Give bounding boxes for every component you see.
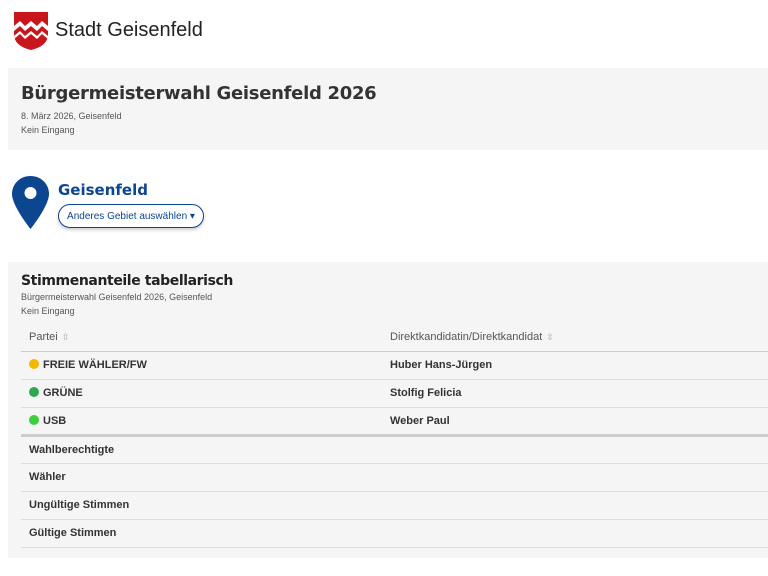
table-header-row: Partei ⇳ Direktkandidatin/Direktkandidat ⇳ bbox=[21, 323, 768, 352]
table-row: FREIE WÄHLER/FW Huber Hans-Jürgen bbox=[21, 351, 768, 380]
results-table: Partei ⇳ Direktkandidatin/Direktkandidat ⇳… bbox=[21, 323, 768, 548]
page-title: Bürgermeisterwahl Geisenfeld 2026 bbox=[21, 83, 377, 104]
sort-icon[interactable]: ⇳ bbox=[546, 331, 554, 342]
party-color-dot bbox=[29, 414, 39, 425]
party-color-dot bbox=[29, 387, 39, 397]
party-cell: USB bbox=[21, 407, 382, 437]
table-title: Stimmenanteile tabellarisch bbox=[21, 273, 233, 289]
site-brand[interactable]: Stadt Geisenfeld bbox=[55, 19, 203, 41]
table-status: Kein Eingang bbox=[21, 306, 75, 316]
table-row: GRÜNE Stolfig Felicia bbox=[21, 379, 768, 408]
summary-row: Wahlberechtigte bbox=[21, 435, 768, 464]
party-cell: FREIE WÄHLER/FW bbox=[21, 351, 382, 380]
election-header bbox=[8, 68, 768, 150]
election-date: 8. März 2026, Geisenfeld bbox=[21, 111, 122, 121]
table-subtitle: Bürgermeisterwahl Geisenfeld 2026, Geise… bbox=[21, 292, 213, 302]
candidate-cell: Huber Hans-Jürgen bbox=[382, 351, 768, 380]
sort-icon[interactable]: ⇳ bbox=[61, 331, 70, 342]
location-pin-icon bbox=[12, 176, 49, 229]
table-row: USB Weber Paul bbox=[21, 407, 768, 437]
summary-row: Wähler bbox=[21, 463, 768, 492]
election-status: Kein Eingang bbox=[21, 125, 75, 135]
summary-row: Gültige Stimmen bbox=[21, 519, 768, 548]
party-cell: GRÜNE bbox=[21, 379, 382, 408]
area-name: Geisenfeld bbox=[58, 181, 148, 199]
candidate-cell: Weber Paul bbox=[382, 407, 768, 437]
candidate-cell: Stolfig Felicia bbox=[382, 379, 768, 408]
party-color-dot bbox=[29, 359, 39, 369]
column-header-party[interactable]: Partei ⇳ bbox=[21, 323, 382, 352]
summary-row: Ungültige Stimmen bbox=[21, 491, 768, 520]
coat-of-arms-icon bbox=[14, 12, 48, 50]
select-area-button[interactable]: Anderes Gebiet auswählen ▾ bbox=[58, 204, 204, 228]
column-header-candidate[interactable]: Direktkandidatin/Direktkandidat ⇳ bbox=[382, 323, 768, 352]
